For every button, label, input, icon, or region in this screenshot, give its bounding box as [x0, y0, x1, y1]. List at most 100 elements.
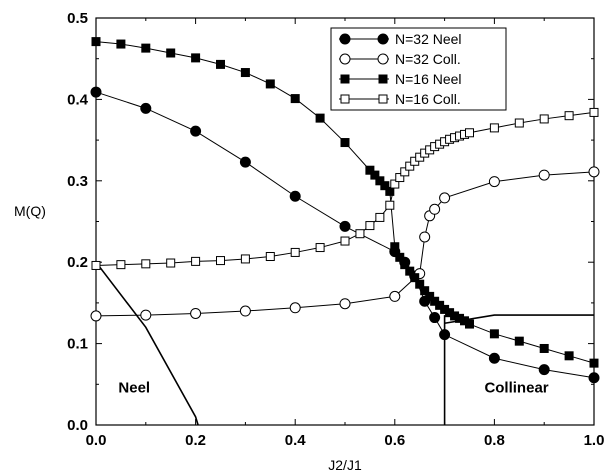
- data-point: [564, 111, 574, 121]
- data-point: [166, 48, 176, 58]
- data-point: [315, 243, 325, 253]
- data-point: [588, 166, 600, 178]
- data-point: [389, 290, 401, 302]
- legend-marker: [340, 74, 350, 84]
- data-point: [91, 37, 101, 47]
- data-point: [538, 364, 550, 376]
- data-point: [400, 260, 410, 270]
- data-point: [239, 156, 251, 168]
- data-point: [395, 252, 405, 262]
- x-tick-label: 0.4: [285, 432, 307, 449]
- data-point: [588, 372, 600, 384]
- data-point: [265, 79, 275, 89]
- data-point: [365, 221, 375, 231]
- data-point: [340, 138, 350, 148]
- data-point: [375, 176, 385, 186]
- phase-label: Neel: [118, 379, 150, 396]
- legend-entry-label: N=32 Coll.: [395, 51, 461, 67]
- data-point: [539, 114, 549, 124]
- data-point: [190, 125, 202, 137]
- data-point: [190, 307, 202, 319]
- data-point: [116, 260, 126, 270]
- data-point: [191, 53, 201, 63]
- data-point: [489, 123, 499, 133]
- data-point: [420, 286, 430, 296]
- legend-marker: [377, 53, 389, 65]
- series-line: [95, 91, 595, 379]
- y-axis-label: M(Q): [14, 203, 46, 219]
- data-point: [375, 212, 385, 222]
- data-point: [90, 86, 102, 98]
- data-point: [340, 236, 350, 246]
- data-point: [166, 258, 176, 268]
- data-point: [140, 309, 152, 321]
- y-tick-label: 0.3: [67, 173, 88, 190]
- phase-label: Collinear: [484, 379, 548, 396]
- data-point: [425, 291, 435, 301]
- data-point: [289, 190, 301, 202]
- data-point: [191, 256, 201, 266]
- data-point: [538, 169, 550, 181]
- data-point: [489, 329, 499, 339]
- data-point: [339, 220, 351, 232]
- data-point: [116, 39, 126, 49]
- legend-marker: [378, 74, 388, 84]
- data-point: [589, 107, 599, 117]
- legend-entry-label: N=32 Neel: [395, 31, 462, 47]
- x-axis-label: J2/J1: [328, 457, 362, 473]
- data-point: [380, 181, 390, 191]
- data-point: [290, 247, 300, 257]
- series-n32-coll: [90, 166, 600, 322]
- y-tick-label: 0.0: [67, 417, 88, 434]
- data-point: [140, 102, 152, 114]
- data-point: [439, 329, 451, 341]
- y-tick-label: 0.2: [67, 254, 88, 271]
- data-point: [141, 259, 151, 269]
- data-point: [419, 231, 431, 243]
- x-tick-label: 0.6: [384, 432, 405, 449]
- data-point: [395, 173, 405, 183]
- data-point: [216, 59, 225, 69]
- data-point: [400, 167, 410, 177]
- data-point: [290, 94, 300, 104]
- data-point: [289, 302, 301, 314]
- axis-ticks: 0.0 0.2 0.4 0.6 0.8 1.0 0.0 0.1 0.2 0.3 0.4 0.5: [67, 10, 604, 449]
- data-point: [488, 176, 500, 188]
- data-point: [216, 256, 225, 266]
- data-point: [365, 165, 375, 175]
- data-series: [90, 37, 600, 384]
- data-point: [405, 266, 415, 276]
- legend-marker: [378, 94, 388, 104]
- phase-annotations: Neel Collinear: [118, 379, 548, 396]
- data-point: [240, 68, 250, 78]
- data-point: [429, 203, 441, 215]
- data-point: [589, 358, 599, 368]
- series-n16-coll: [91, 107, 599, 270]
- x-tick-label: 0.0: [86, 432, 107, 449]
- data-point: [315, 113, 325, 123]
- data-point: [564, 351, 574, 361]
- data-point: [439, 192, 451, 204]
- x-tick-label: 0.2: [185, 432, 206, 449]
- data-point: [240, 254, 250, 264]
- data-point: [465, 128, 474, 138]
- data-point: [339, 298, 351, 310]
- data-point: [91, 260, 101, 270]
- legend-marker: [339, 33, 351, 45]
- data-point: [429, 312, 441, 324]
- legend-entry-label: N=16 Coll.: [395, 91, 461, 107]
- y-tick-label: 0.4: [67, 91, 89, 108]
- legend-marker: [339, 53, 351, 65]
- legend-marker: [340, 94, 350, 104]
- data-point: [410, 273, 420, 283]
- data-point: [514, 336, 524, 346]
- data-point: [265, 252, 275, 262]
- data-point: [514, 118, 524, 128]
- data-point: [405, 161, 415, 171]
- data-point: [90, 310, 102, 322]
- data-point: [370, 170, 380, 180]
- data-point: [415, 279, 425, 289]
- data-point: [141, 43, 151, 53]
- legend-entry-label: N=16 Neel: [395, 71, 462, 87]
